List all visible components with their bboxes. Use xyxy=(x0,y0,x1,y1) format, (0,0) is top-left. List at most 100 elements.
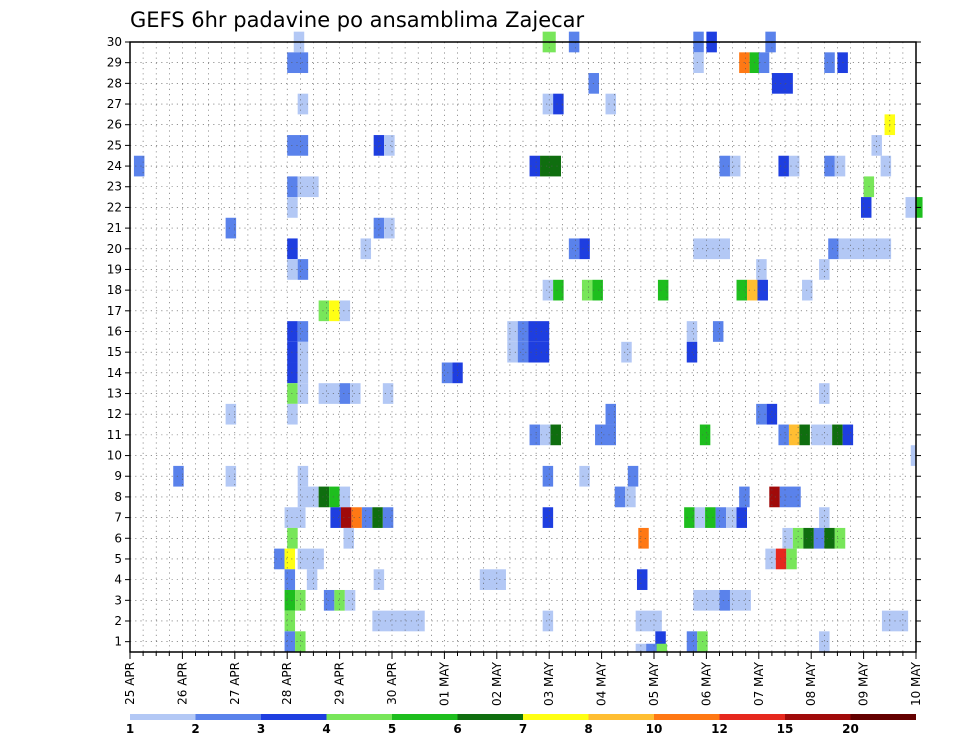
heatmap-cell-56 xyxy=(553,279,564,301)
heatmap-cell-90 xyxy=(382,383,394,404)
heatmap-cell-114 xyxy=(627,465,639,487)
heatmap-cell-35 xyxy=(297,176,319,198)
x-tick-label-1: 26 APR xyxy=(175,662,189,705)
heatmap-cell-41 xyxy=(225,217,237,239)
heatmap-cell-38 xyxy=(860,197,872,218)
heatmap-cell-131 xyxy=(542,507,554,528)
x-tick-label-12: 07 MAY xyxy=(752,661,766,706)
heatmap-cell-30 xyxy=(788,155,800,177)
heatmap-cell-86 xyxy=(297,383,309,404)
colorbar-swatch-6 xyxy=(523,714,589,720)
heatmap-cell-96 xyxy=(766,403,778,425)
y-tick-label-24: 24 xyxy=(107,159,122,173)
heatmap-cell-92 xyxy=(225,403,237,425)
heatmap-cell-21 xyxy=(373,135,385,156)
x-tick-label-4: 29 APR xyxy=(333,662,347,705)
heatmap-cell-66 xyxy=(339,300,351,322)
y-tick-label-22: 22 xyxy=(107,200,122,214)
heatmap-cell-133 xyxy=(694,507,706,528)
heatmap-cell-128 xyxy=(361,507,373,528)
heatmap-cell-81 xyxy=(287,362,298,384)
heatmap-cell-147 xyxy=(834,527,846,549)
y-tick-label-17: 17 xyxy=(107,304,122,318)
heatmap-cell-112 xyxy=(542,465,554,487)
heatmap-cell-14 xyxy=(771,73,793,94)
gridlines xyxy=(130,41,916,652)
colorbar-label-1: 1 xyxy=(126,722,134,736)
heatmap-cell-84 xyxy=(452,362,463,384)
x-tick-label-3: 28 APR xyxy=(280,662,294,705)
heatmap-cell-137 xyxy=(736,507,748,528)
heatmap-cell-166 xyxy=(729,589,751,611)
heatmap-cell-50 xyxy=(838,238,892,260)
heatmap-cell-22 xyxy=(384,135,395,156)
heatmap-cell-47 xyxy=(579,238,590,260)
heatmap-cell-71 xyxy=(528,321,550,342)
heatmap-cell-100 xyxy=(595,424,617,446)
y-tick-label-15: 15 xyxy=(107,345,122,359)
colorbar-swatch-5 xyxy=(457,714,523,720)
heatmap-cell-17 xyxy=(553,93,564,115)
y-tick-label-12: 12 xyxy=(107,407,122,421)
heatmap-cell-158 xyxy=(636,569,648,590)
heatmap-cell-104 xyxy=(799,424,810,446)
heatmap-cell-16 xyxy=(542,93,554,115)
heatmap-cell-82 xyxy=(297,362,309,384)
heatmap-cell-144 xyxy=(803,527,814,549)
heatmap-cell-24 xyxy=(133,155,145,177)
heatmap-cell-87 xyxy=(318,383,340,404)
heatmap-cell-142 xyxy=(782,527,793,549)
heatmap-cell-53 xyxy=(756,259,767,280)
heatmap-cells xyxy=(133,31,923,652)
y-tick-label-1: 1 xyxy=(114,635,122,649)
colorbar-label-15: 15 xyxy=(777,722,794,736)
y-tick-label-14: 14 xyxy=(107,366,122,380)
heatmap-cell-63 xyxy=(802,279,813,301)
heatmap-cell-33 xyxy=(880,155,892,177)
heatmap-cell-18 xyxy=(605,93,617,115)
heatmap-cell-149 xyxy=(284,548,296,570)
colorbar-label-3: 3 xyxy=(257,722,265,736)
heatmap-cell-170 xyxy=(635,610,662,632)
heatmap-cell-111 xyxy=(297,465,309,487)
x-axis: 25 APR 26 APR 27 APR 28 APR 29 APR 30 APR 01 M… xyxy=(123,652,923,706)
colorbar-swatch-8 xyxy=(654,714,720,720)
heatmap-cell-75 xyxy=(297,341,309,363)
heatmap-cell-113 xyxy=(579,465,590,487)
y-tick-label-18: 18 xyxy=(107,283,122,297)
heatmap-cell-59 xyxy=(657,279,669,301)
heatmap-cell-103 xyxy=(788,424,800,446)
heatmap-cell-20 xyxy=(287,135,309,156)
colorbar-swatch-3 xyxy=(326,714,392,720)
heatmap-cell-76 xyxy=(507,341,518,363)
heatmap-cell-101 xyxy=(699,424,711,446)
colorbar-swatch-2 xyxy=(261,714,327,720)
heatmap-cell-88 xyxy=(339,383,351,404)
y-tick-label-25: 25 xyxy=(107,138,122,152)
heatmap-cell-62 xyxy=(757,279,768,301)
x-tick-label-2: 27 APR xyxy=(228,662,242,705)
heatmap-cell-167 xyxy=(284,610,296,632)
heatmap-cell-169 xyxy=(542,610,554,632)
x-tick-label-10: 05 MAY xyxy=(647,661,661,706)
heatmap-cell-69 xyxy=(507,321,518,342)
colorbar-swatch-10 xyxy=(785,714,851,720)
heatmap-cell-34 xyxy=(287,176,298,198)
heatmap-cell-60 xyxy=(736,279,748,301)
y-tick-label-20: 20 xyxy=(107,242,122,256)
heatmap-cell-141 xyxy=(638,527,649,549)
colorbar-label-10: 10 xyxy=(646,722,663,736)
heatmap-cell-97 xyxy=(529,424,541,446)
y-tick-label-11: 11 xyxy=(107,428,122,442)
x-tick-label-5: 30 APR xyxy=(385,662,399,705)
colorbar-swatch-11 xyxy=(850,714,916,720)
heatmap-cell-42 xyxy=(373,217,385,239)
y-tick-label-7: 7 xyxy=(114,511,122,525)
heatmap-cell-32 xyxy=(834,155,846,177)
y-tick-label-16: 16 xyxy=(107,324,122,338)
heatmap-cell-126 xyxy=(340,507,352,528)
heatmap-cell-61 xyxy=(747,279,758,301)
heatmap-cell-143 xyxy=(792,527,804,549)
heatmap-cell-49 xyxy=(828,238,839,260)
heatmap-cell-57 xyxy=(581,279,593,301)
